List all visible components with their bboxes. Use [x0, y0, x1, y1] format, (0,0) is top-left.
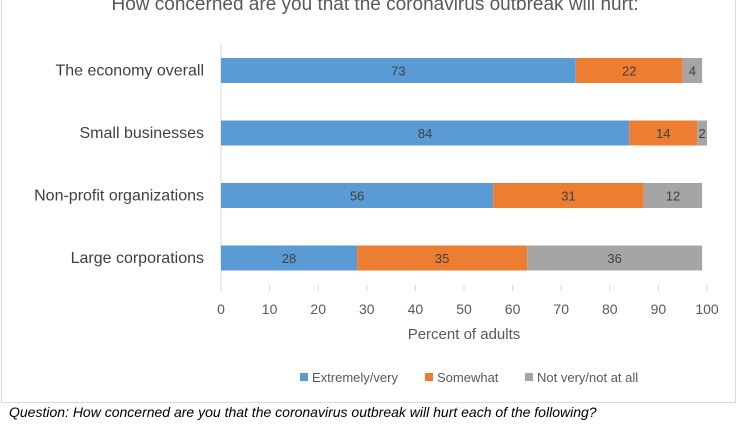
x-tick-label: 70	[553, 301, 569, 317]
bar-segment	[527, 245, 703, 271]
x-tick-label: 0	[217, 301, 225, 317]
bar-segment	[643, 183, 703, 208]
category-label: Non-profit organizations	[34, 188, 204, 205]
data-label: 56	[350, 189, 364, 204]
bar-segment	[221, 58, 576, 83]
bar-segment	[697, 120, 707, 146]
legend-swatch	[425, 373, 433, 381]
bar-segment	[629, 120, 698, 146]
legend-swatch	[300, 373, 308, 381]
x-tick-label: 20	[310, 301, 326, 317]
x-tick-label: 30	[359, 301, 375, 317]
bar-segment	[221, 183, 494, 208]
data-label: 2	[699, 126, 706, 141]
category-label: The economy overall	[55, 63, 204, 80]
legend-label: Not very/not at all	[537, 370, 638, 385]
x-tick-label: 40	[408, 301, 424, 317]
question-caption: Question: How concerned are you that the…	[9, 404, 597, 420]
data-label: 36	[607, 251, 621, 266]
x-tick-label: 90	[651, 301, 667, 317]
x-tick-label: 10	[262, 301, 278, 317]
bar-segment	[575, 58, 683, 83]
category-label: Large corporations	[71, 250, 204, 267]
data-label: 35	[435, 251, 449, 266]
data-label: 84	[418, 126, 432, 141]
chart-title: How concerned are you that the coronavir…	[112, 0, 639, 15]
bar-segment	[493, 183, 644, 208]
x-tick-label: 50	[456, 301, 472, 317]
x-tick-label: 80	[602, 301, 618, 317]
legend-label: Extremely/very	[312, 370, 398, 385]
data-label: 73	[391, 64, 405, 79]
data-label: 12	[666, 189, 680, 204]
data-label: 28	[282, 251, 296, 266]
data-label: 14	[656, 126, 670, 141]
bar-segment	[682, 58, 703, 83]
x-tick-label: 100	[695, 301, 719, 317]
legend-label: Somewhat	[437, 370, 499, 385]
x-tick-label: 60	[505, 301, 521, 317]
data-label: 31	[561, 189, 575, 204]
x-axis-label: Percent of adults	[408, 326, 521, 343]
data-label: 4	[689, 64, 696, 79]
data-label: 22	[622, 64, 636, 79]
bar-segment	[357, 245, 528, 271]
bar-segment	[221, 120, 630, 146]
category-label: Small businesses	[80, 125, 205, 142]
legend-swatch	[525, 373, 533, 381]
bar-segment	[221, 245, 358, 271]
